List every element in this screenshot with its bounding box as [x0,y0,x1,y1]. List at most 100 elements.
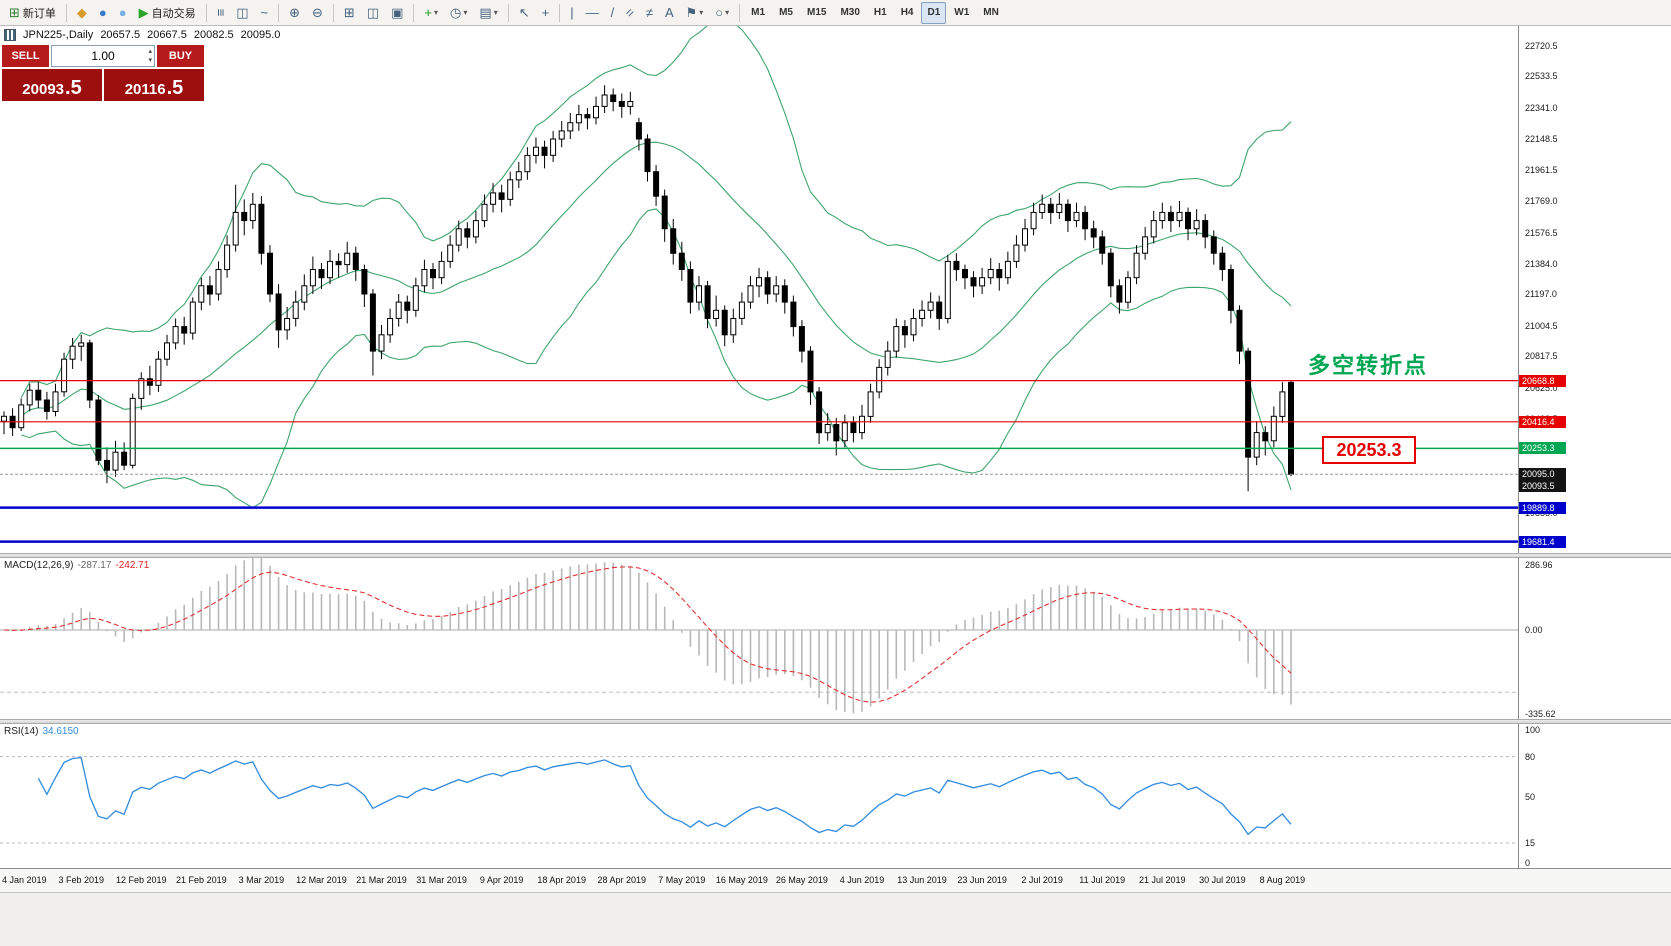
market-watch-icon[interactable]: ● [94,2,112,24]
channel-icon[interactable]: = [621,2,639,24]
close-value: 20095.0 [240,29,281,41]
shapes-tool-icon[interactable]: ○ ▾ [710,2,734,24]
bar-chart-icon[interactable]: ≡ [212,2,230,24]
arrow-tool-icon[interactable]: ⚑ ▾ [681,2,709,24]
shapes-tool-icon-glyph: ○ [715,5,724,20]
auto-trading-button-glyph: ▶ [138,5,149,20]
history-center-icon[interactable]: ◆ [72,2,92,24]
tf-m5-button-label: M5 [779,7,793,18]
tf-w1-button[interactable]: W1 [948,2,975,24]
bollinger-bands [20,26,1292,509]
toolbar-separator [507,3,509,22]
zoom-in-icon[interactable]: ⊕ [284,2,305,24]
line-chart-icon-glyph: ~ [260,5,269,20]
spinner-up-icon[interactable]: ▴ [148,48,152,55]
tile-windows-icon[interactable]: ◫ [362,2,384,24]
tf-h4-button[interactable]: H4 [895,2,920,24]
cascade-windows-icon[interactable]: ▣ [386,2,408,24]
toolbar-separator [65,3,67,22]
price-axis-label: 21576.5 [1525,228,1558,238]
high-value: 20667.5 [147,29,187,41]
auto-trading-button[interactable]: ▶ 自动交易 [134,2,201,24]
caret-down-icon: ▾ [725,8,730,17]
rsi-scale-label: 15 [1525,838,1536,848]
grid-icon-glyph: ⊞ [343,5,355,20]
template-button[interactable]: ▤ ▾ [474,2,502,24]
tf-m1-button[interactable]: M1 [745,2,771,24]
price-axis-label: 21004.5 [1525,321,1558,331]
order-group: ⊞ 新订单 [3,0,62,25]
rsi-scale-label: 80 [1525,752,1536,762]
turning-point-annotation[interactable]: 多空转折点 [1308,353,1429,378]
macd-plot [0,558,1518,714]
toolbar-separator [413,3,415,22]
panel-splitter-macd[interactable] [0,553,1671,558]
new-order-button-label: 新订单 [22,7,56,20]
time-axis-label: 12 Mar 2019 [296,875,347,885]
zoom-out-icon[interactable]: ⊖ [307,2,328,24]
rsi-plot [0,756,1518,844]
chart-window-icon [4,29,16,41]
price-axis-label: 22533.5 [1525,71,1558,81]
data-window-icon[interactable]: ● [114,2,132,24]
period-selector-button[interactable]: ◷ ▾ [445,2,472,24]
crosshair-icon[interactable]: + [537,2,555,24]
grid-icon[interactable]: ⊞ [339,2,360,24]
buy-button[interactable]: BUY [157,45,204,67]
bid-price-box[interactable]: 20093.5 [2,69,102,101]
toolbar-separator [278,3,280,22]
tf-m5-button[interactable]: M5 [773,2,799,24]
candlestick-chart-icon[interactable]: ◫ [231,2,253,24]
new-order-button[interactable]: ⊞ 新订单 [4,2,61,24]
tf-m15-button-label: M15 [806,7,827,18]
trendline-icon-glyph: / [610,5,615,20]
tf-m15-button[interactable]: M15 [801,2,832,24]
time-axis-label: 30 Jul 2019 [1199,875,1246,885]
caret-down-icon: ▾ [463,8,468,17]
add-indicator-button-glyph: + [424,5,433,20]
tf-h4-button-label: H4 [900,7,914,18]
one-click-trading-panel: SELL 1.00 ▴ ▾ BUY 20093.5 20116.5 [2,45,204,101]
macd-scale-label: -335.62 [1525,709,1556,719]
volume-field[interactable]: 1.00 ▴ ▾ [51,45,155,67]
tf-mn-button[interactable]: MN [977,2,1005,24]
time-axis-label: 21 Jul 2019 [1139,875,1186,885]
time-axis-label: 9 Apr 2019 [479,875,524,885]
open-value: 20657.5 [100,29,141,41]
tf-d1-button[interactable]: D1 [921,1,947,24]
caret-down-icon: ▾ [493,8,498,17]
spinner-down-icon[interactable]: ▾ [148,57,152,65]
price-axis[interactable]: 22720.5 22533.5 22341.0 22148.5 21961.5 21769… [1518,0,1671,946]
text-tool-icon[interactable]: A [660,2,679,24]
panel-splitter-rsi[interactable] [0,719,1671,724]
time-axis[interactable]: 4 Jan 2019 3 Feb 2019 12 Feb 2019 21 Feb 20… [0,868,1671,892]
tf-m30-button[interactable]: M30 [834,2,865,24]
price-axis-label: 21384.0 [1525,259,1558,269]
fibonacci-icon[interactable]: ≠ [641,2,658,24]
price-level-callout[interactable]: 20253.3 [1322,436,1416,464]
sell-button[interactable]: SELL [2,45,49,67]
macd-name: MACD(12,26,9) [4,560,74,571]
add-indicator-button[interactable]: + ▾ [419,2,443,24]
template-button-glyph: ▤ [479,5,492,20]
price-tag: 20093.5 [1519,480,1566,492]
horizontal-line-icon[interactable]: — [581,2,604,24]
tf-h1-button[interactable]: H1 [868,2,893,24]
line-chart-icon[interactable]: ~ [256,2,274,24]
time-axis-label: 31 Mar 2019 [416,875,467,885]
volume-spinner[interactable]: ▴ ▾ [148,47,152,65]
tf-m30-button-label: M30 [840,7,860,18]
trade-panel-price-row: 20093.5 20116.5 [2,69,204,101]
ask-price-box[interactable]: 20116.5 [104,69,204,101]
rsi-scale-label: 100 [1525,725,1541,735]
text-tool-icon-glyph: A [664,5,674,20]
cascade-windows-icon-glyph: ▣ [391,5,404,20]
price-axis-label: 21769.0 [1525,196,1558,206]
ask-frac: .5 [166,77,184,99]
trendline-icon[interactable]: / [606,2,620,24]
cursor-icon[interactable]: ↖ [514,2,535,24]
crosshair-icon-glyph: + [541,5,550,20]
time-axis-label: 3 Mar 2019 [238,875,285,885]
vertical-line-icon[interactable]: | [565,2,578,24]
